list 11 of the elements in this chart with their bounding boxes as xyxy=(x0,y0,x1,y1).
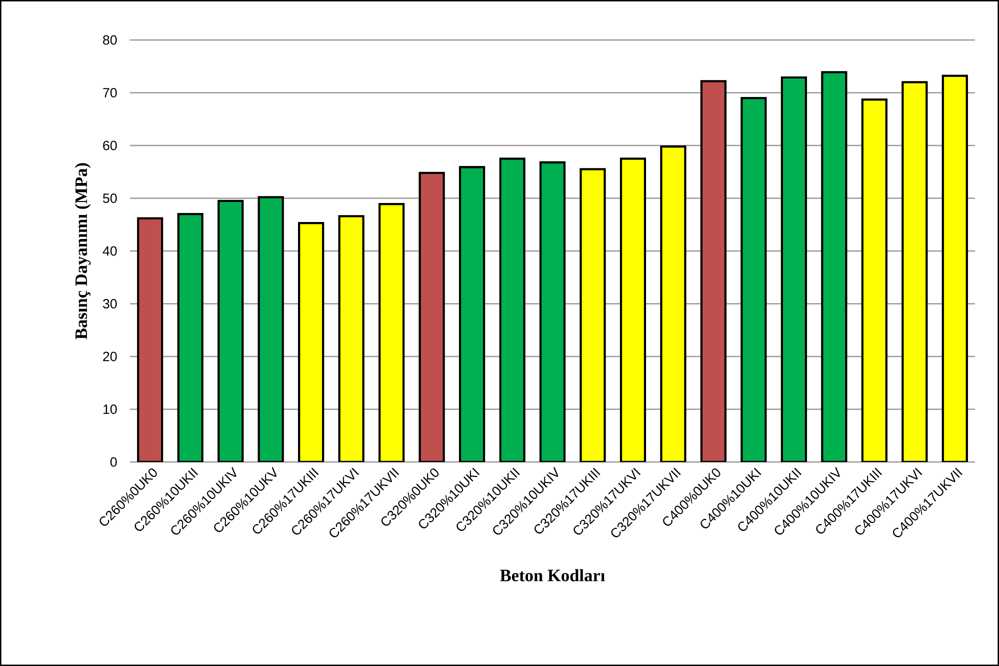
y-tick-label: 50 xyxy=(103,194,117,203)
y-tick-label: 40 xyxy=(102,246,117,256)
y-tick-label: 20 xyxy=(103,352,117,362)
y-axis-title: Basınç Dayanımı (MPa) xyxy=(74,163,91,340)
y-tick-label: 80 xyxy=(103,35,117,45)
y-tick-label: 30 xyxy=(102,299,117,308)
x-axis-title: Beton Kodları xyxy=(500,569,605,582)
y-tick-label: 70 xyxy=(103,88,117,98)
y-tick-label: 0 xyxy=(110,457,117,467)
y-tick-label: 10 xyxy=(103,404,117,414)
y-tick-label: 60 xyxy=(103,140,117,150)
